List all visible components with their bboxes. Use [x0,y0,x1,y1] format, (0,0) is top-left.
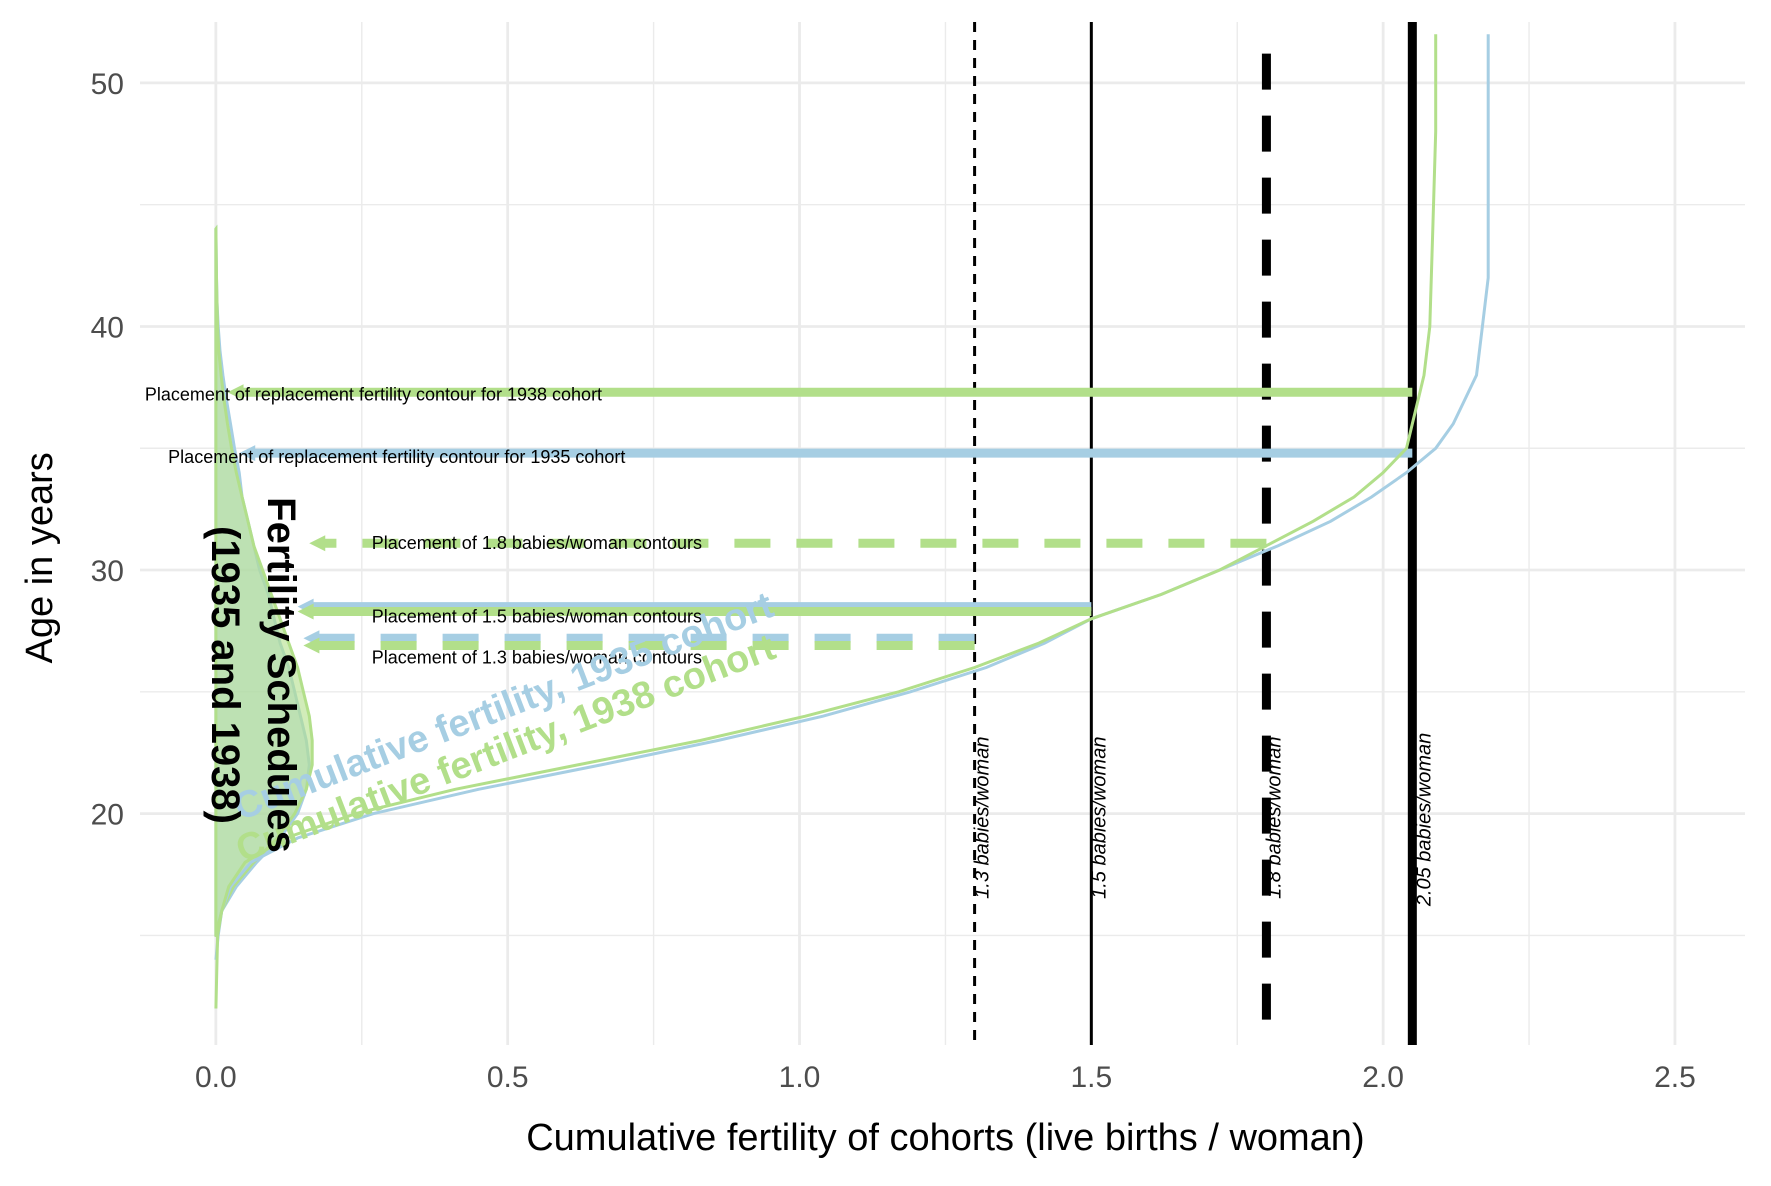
y-tick-label: 40 [91,311,124,344]
contour-label: Placement of 1.3 babies/woman contours [372,648,702,668]
x-tick-label: 2.5 [1654,1061,1696,1094]
y-axis-title: Age in years [19,452,61,663]
contour-label: Placement of replacement fertility conto… [145,385,602,405]
series-line-Cumulative-fertility-1938-cohort [214,34,1438,1009]
y-tick-label: 20 [91,799,124,832]
reference-line-label: 1.5 babies/woman [1088,737,1110,899]
contour-label: Placement of 1.5 babies/woman contours [372,606,702,626]
reference-lines [973,22,1417,1045]
contour-arrowhead [297,603,314,620]
contour-arrows [227,384,1413,654]
reference-line-label: 2.05 babies/woman [1413,733,1435,907]
x-axis-title: Cumulative fertility of cohorts (live bi… [526,1117,1364,1159]
y-tick-label: 50 [91,68,124,101]
contour-arrowhead [303,637,320,654]
y-tick-label: 30 [91,555,124,588]
contour-arrowhead [309,535,326,552]
x-tick-label: 1.0 [779,1061,821,1094]
x-tick-label: 2.0 [1362,1061,1404,1094]
annotations: 0.0 0.5 1.0 1.5 2.0 2.5 20 30 40 50 1.3 babies/wom… [91,68,1696,1094]
x-tick-label: 0.5 [487,1061,529,1094]
x-tick-label: 0.0 [195,1061,237,1094]
contour-arrowhead [239,445,256,462]
schedules-title-line1: Fertility Schedules [259,497,303,853]
reference-line-label: 1.8 babies/woman [1263,737,1285,899]
fertility-schedule-1938-cohort [214,224,314,938]
series-line-Cumulative-fertility-1935-cohort [214,34,1490,960]
fertility-schedules [214,224,314,938]
reference-line-label: 1.3 babies/woman [972,737,994,899]
contour-arrowhead [227,384,244,401]
x-tick-label: 1.5 [1070,1061,1112,1094]
cumulative-series [214,34,1490,1009]
contour-label: Placement of 1.8 babies/woman contours [372,533,702,553]
schedules-title-line2: (1935 and 1938) [203,526,247,824]
contour-label: Placement of replacement fertility conto… [168,447,625,467]
